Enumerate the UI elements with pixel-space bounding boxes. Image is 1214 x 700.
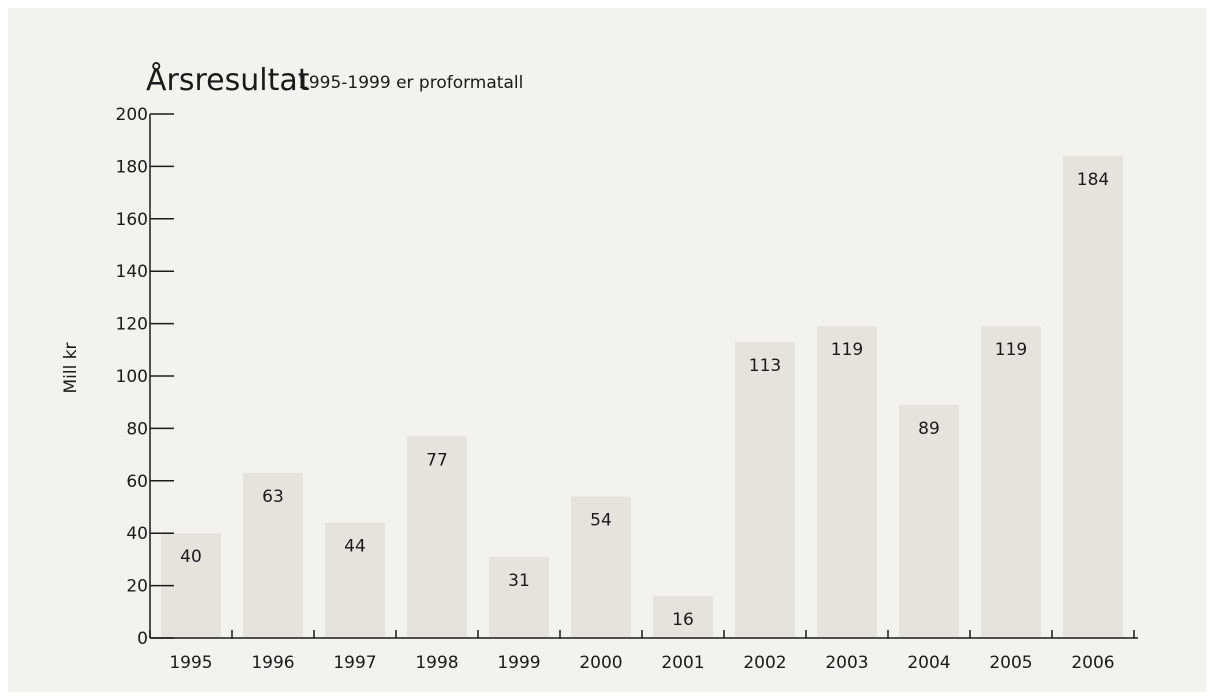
bar-2001: [653, 596, 713, 638]
bar-1999: [489, 556, 549, 638]
bar-2005: [981, 326, 1041, 638]
chart-panel: Årsresultat 1995-1999 er proformatall Mi…: [8, 8, 1206, 692]
bar-value-label-2003: 119: [831, 340, 863, 360]
bar-1998: [407, 436, 467, 638]
x-tick-label-2004: 2004: [907, 653, 950, 673]
x-tick-label-2002: 2002: [743, 653, 786, 673]
chart-subtitle: 1995-1999 er proformatall: [298, 73, 523, 93]
bar-value-label-1998: 77: [426, 450, 448, 470]
bar-value-label-2004: 89: [918, 419, 940, 439]
x-tick-label-1996: 1996: [251, 653, 294, 673]
x-tick-label-2006: 2006: [1071, 653, 1114, 673]
bar-value-label-1996: 63: [262, 487, 284, 507]
x-tick-label-1997: 1997: [333, 653, 376, 673]
bar-value-label-2002: 113: [749, 356, 781, 376]
bar-2004: [899, 404, 959, 638]
x-tick-label-1995: 1995: [169, 653, 212, 673]
x-tick-label-1999: 1999: [497, 653, 540, 673]
bar-2006: [1063, 155, 1123, 639]
axes-group: 1995 1996 1997 1998 1999 2000 2001 2002 2003 2004…: [116, 105, 1138, 673]
x-tick-label-2001: 2001: [661, 653, 704, 673]
y-tick-label-140: 140: [116, 262, 148, 282]
bar-chart: Årsresultat 1995-1999 er proformatall Mi…: [61, 62, 1138, 673]
bar-value-label-1999: 31: [508, 571, 530, 591]
bar-value-label-2001: 16: [672, 610, 694, 630]
y-tick-label-40: 40: [126, 524, 148, 544]
y-tick-label-200: 200: [116, 105, 148, 125]
bar-1997: [325, 522, 385, 638]
bar-2002: [735, 341, 795, 638]
y-tick-label-0: 0: [137, 629, 148, 649]
bars-group: 40 63 44 77 31 54 16 113 119 89 119 184: [161, 155, 1123, 639]
chart-title: Årsresultat: [146, 62, 310, 98]
bar-1996: [243, 472, 303, 638]
y-tick-label-180: 180: [116, 157, 148, 177]
x-tick-label-1998: 1998: [415, 653, 458, 673]
bar-value-label-1997: 44: [344, 537, 366, 557]
bar-2000: [571, 496, 631, 638]
y-axis-label: Mill kr: [61, 342, 81, 393]
x-tick-label-2005: 2005: [989, 653, 1032, 673]
y-tick-label-60: 60: [126, 472, 148, 492]
x-tick-label-2003: 2003: [825, 653, 868, 673]
x-tick-label-2000: 2000: [579, 653, 622, 673]
y-tick-label-160: 160: [116, 210, 148, 230]
bar-value-label-2000: 54: [590, 511, 612, 531]
bar-value-label-2006: 184: [1077, 170, 1109, 190]
y-tick-label-20: 20: [126, 577, 148, 597]
bar-2003: [817, 326, 877, 638]
bar-value-label-2005: 119: [995, 340, 1027, 360]
y-tick-label-120: 120: [116, 315, 148, 335]
y-tick-label-80: 80: [126, 419, 148, 439]
bar-value-label-1995: 40: [180, 547, 202, 567]
y-tick-label-100: 100: [116, 367, 148, 387]
